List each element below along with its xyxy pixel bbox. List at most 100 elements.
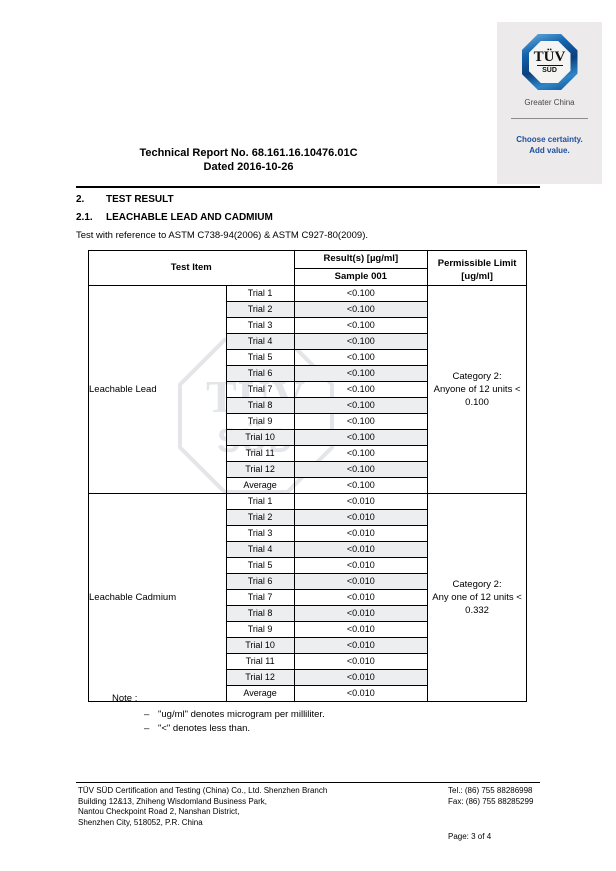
- footer-address-line: Nantou Checkpoint Road 2, Nanshan Distri…: [78, 807, 240, 816]
- cell-result-value: <0.010: [293, 573, 429, 590]
- header-rule: [76, 186, 540, 188]
- logo-tuv-text: TÜV: [533, 49, 566, 65]
- cell-trial-label: Trial 9: [225, 413, 295, 430]
- note-dash-icon: –: [144, 709, 150, 720]
- logo-region-label: Greater China: [524, 98, 575, 107]
- limit-line-2: Anyone of 12 units <: [433, 384, 521, 395]
- cell-result-value: <0.100: [293, 285, 429, 302]
- footer-fax: Fax: (86) 755 88285299: [448, 796, 534, 806]
- report-title: Technical Report No. 68.161.16.10476.01C…: [0, 146, 497, 174]
- table-row: Trial 6 <0.010: [89, 573, 527, 590]
- section-2-1-title: LEACHABLE LEAD AND CADMIUM: [106, 212, 273, 223]
- header-permissible-limit: Permissible Limit [ug/ml]: [427, 250, 527, 286]
- cell-result-value: <0.010: [293, 653, 429, 670]
- cell-trial-label: Trial 12: [225, 669, 295, 686]
- section-2-title: TEST RESULT: [106, 194, 174, 205]
- cell-result-value: <0.010: [293, 605, 429, 622]
- logo-divider-rule: [536, 65, 563, 66]
- cell-average-label: Average: [225, 685, 295, 702]
- cell-trial-label: Trial 7: [225, 589, 295, 606]
- table-row: Trial 12 <0.010: [89, 669, 527, 686]
- note-item: – "<" denotes less than.: [144, 722, 325, 736]
- tuv-sud-logo-icon: TÜV SÜD: [521, 34, 578, 90]
- header-limit-line1: Permissible Limit: [437, 257, 517, 269]
- header-results: Result(s) [µg/ml]: [293, 250, 429, 269]
- tuv-sud-logo-panel: TÜV SÜD Greater China Choose certainty. …: [497, 22, 602, 184]
- note-item-text: "<" denotes less than.: [158, 723, 251, 734]
- limit-line-1: Category 2:: [452, 579, 502, 590]
- cell-result-value: <0.100: [293, 461, 429, 478]
- logo-slogan-line2: Add value.: [529, 146, 570, 155]
- cell-permissible-limit: Category 2: Anyone of 12 units < 0.100: [427, 285, 527, 494]
- cell-trial-label: Trial 6: [225, 365, 295, 382]
- table-row: Trial 9 <0.010: [89, 621, 527, 638]
- footer-page-number: Page: 3 of 4: [448, 832, 492, 841]
- cell-trial-label: Trial 2: [225, 509, 295, 526]
- cell-trial-label: Trial 3: [225, 317, 295, 334]
- limit-line-1: Category 2:: [452, 371, 502, 382]
- section-2-number: 2.: [76, 194, 85, 205]
- cell-trial-label: Trial 5: [225, 557, 295, 574]
- cell-trial-label: Trial 10: [225, 429, 295, 446]
- table-body: Leachable Lead Trial 1 <0.100 Category 2: An…: [88, 285, 527, 702]
- header-sample: Sample 001: [293, 267, 429, 286]
- header-test-item: Test Item: [88, 250, 295, 286]
- cell-result-value: <0.010: [293, 685, 429, 702]
- logo-slogan-line1: Choose certainty.: [516, 135, 583, 144]
- cell-result-value: <0.010: [293, 669, 429, 686]
- table-row: Leachable Lead Trial 1 <0.100 Category 2: An…: [88, 285, 527, 494]
- cell-result-value: <0.010: [293, 541, 429, 558]
- cell-average-label: Average: [225, 477, 295, 494]
- table-row: Trial 4 <0.010: [89, 541, 527, 558]
- logo-slogan: Choose certainty. Add value.: [497, 134, 602, 156]
- cell-result-value: <0.100: [293, 333, 429, 350]
- table-row: Trial 10 <0.010: [89, 637, 527, 654]
- cell-result-value: <0.100: [293, 413, 429, 430]
- cell-trial-label: Trial 4: [225, 333, 295, 350]
- cell-trial-label: Trial 12: [225, 461, 295, 478]
- cell-result-value: <0.010: [293, 621, 429, 638]
- cell-result-value: <0.100: [293, 477, 429, 494]
- cell-trial-label: Trial 1: [225, 493, 295, 510]
- cell-trial-label: Trial 2: [225, 301, 295, 318]
- cell-trial-label: Trial 9: [225, 621, 295, 638]
- cell-test-item: Leachable Cadmium: [88, 493, 227, 702]
- note-item: – "ug/ml" denotes microgram per millilite…: [144, 708, 325, 722]
- table-row: Trial 8 <0.010: [89, 605, 527, 622]
- cell-result-value: <0.100: [293, 429, 429, 446]
- leachable-results-table: Test Item Result(s) [µg/ml] Permissible …: [88, 250, 527, 702]
- report-title-line1: Technical Report No. 68.161.16.10476.01C: [139, 147, 358, 159]
- note-dash-icon: –: [144, 723, 150, 734]
- cell-result-value: <0.100: [293, 349, 429, 366]
- footer-contact: Tel.: (86) 755 88286998 Fax: (86) 755 88…: [448, 786, 533, 807]
- footer-rule: [76, 782, 540, 783]
- footer-address: TÜV SÜD Certification and Testing (China…: [78, 786, 327, 828]
- cell-test-item: Leachable Lead: [88, 285, 227, 494]
- cell-trial-label: Trial 8: [225, 397, 295, 414]
- footer-address-line: Shenzhen City, 518052, P.R. China: [78, 817, 203, 827]
- table-header-row-1: Test Item Result(s) [µg/ml] Permissible …: [88, 250, 527, 286]
- report-title-line2: Dated 2016-10-26: [203, 161, 294, 173]
- cell-trial-label: Trial 11: [225, 653, 295, 670]
- cell-result-value: <0.010: [293, 637, 429, 654]
- cell-result-value: <0.100: [293, 317, 429, 334]
- cell-result-value: <0.100: [293, 301, 429, 318]
- cell-result-value: <0.100: [293, 365, 429, 382]
- cell-trial-label: Trial 6: [225, 573, 295, 590]
- table-row: Trial 7 <0.010: [89, 589, 527, 606]
- cell-trial-label: Trial 4: [225, 541, 295, 558]
- cell-result-value: <0.100: [293, 445, 429, 462]
- table-row: Trial 11 <0.010: [89, 653, 527, 670]
- cell-trial-label: Trial 10: [225, 637, 295, 654]
- cell-result-value: <0.100: [293, 397, 429, 414]
- limit-line-3: 0.100: [465, 397, 489, 408]
- note-item-text: "ug/ml" denotes microgram per milliliter…: [158, 709, 325, 720]
- header-limit-line2: [ug/ml]: [461, 270, 493, 282]
- table-row: Leachable Cadmium Trial 1 <0.010 Category 2…: [88, 493, 527, 702]
- test-reference-text: Test with reference to ASTM C738-94(2006…: [76, 230, 368, 241]
- cell-result-value: <0.010: [293, 589, 429, 606]
- cell-result-value: <0.010: [293, 557, 429, 574]
- table-header: Test Item Result(s) [µg/ml] Permissible …: [88, 250, 527, 286]
- cell-trial-label: Trial 1: [225, 285, 295, 302]
- footer-address-line: Building 12&13, Zhiheng Wisdomland Busin…: [78, 796, 267, 806]
